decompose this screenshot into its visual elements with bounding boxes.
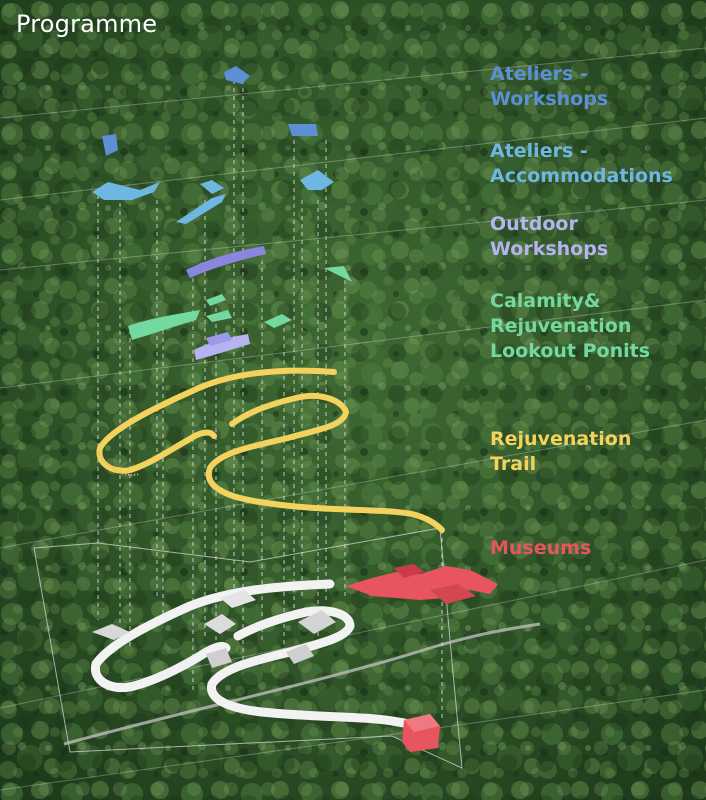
road — [63, 622, 541, 746]
legend-museums-line1: Museums — [490, 537, 592, 559]
legend-rejuvenation-trail-line2: Trail — [490, 453, 537, 475]
legend-outdoor-workshops-line2: Workshops — [490, 238, 609, 260]
legend-rejuvenation-trail: Rejuvenation Trail — [490, 427, 631, 477]
legend-outdoor-workshops-line1: Outdoor — [490, 213, 578, 235]
lookout-points-volumes — [128, 266, 352, 340]
outdoor-workshops-volumes — [186, 246, 266, 360]
legend-rejuvenation-trail-line1: Rejuvenation — [490, 428, 632, 450]
legend-ateliers-workshops-line1: Ateliers - — [490, 63, 588, 85]
site-boundary — [33, 527, 463, 769]
legend-lookout-points: Calamity& Rejuvenation Lookout Ponits — [490, 289, 650, 364]
rejuvenation-trail — [96, 367, 445, 533]
legend-ateliers-accommodations-line2: Accommodations — [490, 165, 673, 187]
legend-lookout-points-line2: Rejuvenation — [490, 315, 632, 337]
legend-ateliers-workshops: Ateliers - Workshops — [490, 62, 608, 112]
legend-outdoor-workshops: Outdoor Workshops — [490, 212, 608, 262]
legend-museums: Museums — [490, 536, 591, 561]
projection-lines — [97, 80, 443, 720]
ground-trail — [91, 579, 429, 737]
legend-ateliers-accommodations-line1: Ateliers - — [490, 140, 588, 162]
museums-volumes — [346, 564, 498, 752]
page-title: Programme — [16, 10, 158, 38]
ateliers-accommodations-volumes — [92, 170, 334, 224]
ateliers-workshops-volumes — [102, 66, 318, 156]
legend-ateliers-workshops-line2: Workshops — [490, 88, 609, 110]
legend-lookout-points-line1: Calamity& — [490, 290, 601, 312]
legend-lookout-points-line3: Lookout Ponits — [490, 340, 651, 362]
legend-ateliers-accommodations: Ateliers - Accommodations — [490, 139, 673, 189]
